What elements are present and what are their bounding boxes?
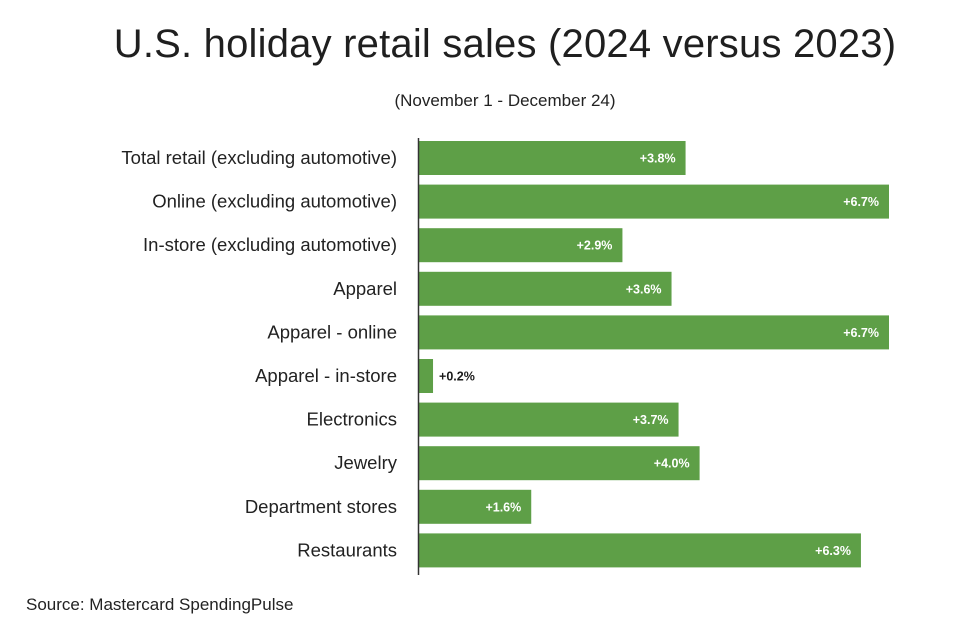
bar-group: Jewelry +4.0% bbox=[334, 446, 700, 481]
category-label: In-store (excluding automotive) bbox=[143, 234, 397, 255]
bar bbox=[419, 228, 623, 263]
bar-group: Department stores +1.6% bbox=[245, 489, 532, 524]
bar-group: Restaurants +6.3% bbox=[297, 533, 861, 568]
data-label: +0.2% bbox=[439, 370, 475, 384]
bar-group: Apparel - online +6.7% bbox=[267, 315, 889, 350]
bar-group: Apparel - in-store +0.2% bbox=[255, 359, 475, 393]
data-label: +1.6% bbox=[485, 500, 521, 514]
category-label: Electronics bbox=[307, 409, 397, 430]
bar bbox=[419, 402, 679, 437]
bar bbox=[419, 359, 434, 393]
source-note: Source: Mastercard SpendingPulse bbox=[26, 595, 294, 614]
bar-group: Apparel +3.6% bbox=[333, 271, 672, 306]
category-label: Jewelry bbox=[334, 452, 397, 473]
bar bbox=[419, 489, 532, 524]
bar bbox=[419, 533, 861, 568]
bar bbox=[419, 315, 889, 350]
category-label: Total retail (excluding automotive) bbox=[121, 147, 397, 168]
category-label: Restaurants bbox=[297, 539, 397, 560]
data-label: +3.7% bbox=[633, 413, 669, 427]
bar-group: Total retail (excluding automotive) +3.8% bbox=[121, 141, 686, 175]
category-label: Apparel - in-store bbox=[255, 365, 397, 386]
data-label: +3.6% bbox=[626, 282, 662, 296]
bar-group: Electronics +3.7% bbox=[307, 402, 679, 437]
bar bbox=[419, 141, 686, 175]
data-label: +4.0% bbox=[654, 457, 690, 471]
chart-subtitle: (November 1 - December 24) bbox=[394, 91, 616, 110]
bar-group: In-store (excluding automotive) +2.9% bbox=[143, 228, 623, 263]
bar bbox=[419, 184, 889, 219]
bars-layer: Total retail (excluding automotive) +3.8%… bbox=[121, 141, 889, 568]
category-label: Department stores bbox=[245, 496, 397, 517]
data-label: +3.8% bbox=[640, 152, 676, 166]
category-label: Apparel bbox=[333, 278, 397, 299]
data-label: +6.3% bbox=[815, 544, 851, 558]
category-label: Online (excluding automotive) bbox=[152, 191, 397, 212]
chart-title: U.S. holiday retail sales (2024 versus 2… bbox=[113, 22, 897, 66]
bar bbox=[419, 271, 672, 306]
bar-group: Online (excluding automotive) +6.7% bbox=[152, 184, 889, 219]
bar bbox=[419, 446, 700, 481]
data-label: +6.7% bbox=[843, 195, 879, 209]
data-label: +6.7% bbox=[843, 326, 879, 340]
category-label: Apparel - online bbox=[267, 321, 397, 342]
data-label: +2.9% bbox=[577, 239, 613, 253]
